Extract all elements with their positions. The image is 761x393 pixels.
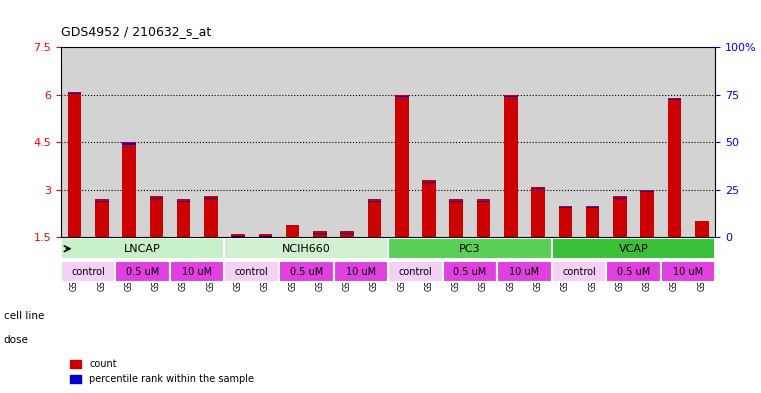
Bar <box>476 199 490 237</box>
Bar <box>259 234 272 237</box>
Bar <box>422 180 436 237</box>
Text: 10 uM: 10 uM <box>673 266 703 277</box>
Text: control: control <box>72 266 105 277</box>
Bar <box>613 196 627 237</box>
Bar <box>149 196 163 237</box>
Bar <box>286 225 300 237</box>
Bar <box>204 196 218 237</box>
Bar <box>177 201 190 202</box>
Bar <box>640 190 654 237</box>
FancyBboxPatch shape <box>170 261 224 282</box>
FancyBboxPatch shape <box>552 239 715 259</box>
Bar <box>476 201 490 202</box>
Bar <box>313 231 326 237</box>
FancyBboxPatch shape <box>61 261 116 282</box>
FancyBboxPatch shape <box>116 261 170 282</box>
Bar <box>177 199 190 237</box>
Bar <box>368 199 381 237</box>
FancyBboxPatch shape <box>607 261 661 282</box>
FancyBboxPatch shape <box>279 261 333 282</box>
Text: 0.5 uM: 0.5 uM <box>290 266 323 277</box>
Bar <box>531 188 545 189</box>
Text: PC3: PC3 <box>459 244 481 254</box>
Text: cell line: cell line <box>4 311 44 321</box>
Text: LNCAP: LNCAP <box>124 244 161 254</box>
FancyBboxPatch shape <box>497 261 552 282</box>
Text: 0.5 uM: 0.5 uM <box>617 266 650 277</box>
FancyBboxPatch shape <box>333 261 388 282</box>
Text: 0.5 uM: 0.5 uM <box>126 266 159 277</box>
Text: dose: dose <box>4 335 29 345</box>
Text: VCAP: VCAP <box>619 244 648 254</box>
Text: 0.5 uM: 0.5 uM <box>454 266 486 277</box>
Bar <box>667 99 681 100</box>
Text: 10 uM: 10 uM <box>182 266 212 277</box>
Bar <box>450 199 463 237</box>
Legend: count, percentile rank within the sample: count, percentile rank within the sample <box>65 356 258 388</box>
Text: GDS4952 / 210632_s_at: GDS4952 / 210632_s_at <box>61 26 211 39</box>
Bar <box>667 98 681 237</box>
FancyBboxPatch shape <box>661 261 715 282</box>
Text: control: control <box>399 266 432 277</box>
Text: 10 uM: 10 uM <box>509 266 540 277</box>
Bar <box>68 92 81 237</box>
FancyBboxPatch shape <box>224 239 388 259</box>
Bar <box>395 95 409 237</box>
FancyBboxPatch shape <box>224 261 279 282</box>
FancyBboxPatch shape <box>552 261 607 282</box>
Bar <box>231 234 245 237</box>
Bar <box>531 187 545 237</box>
Bar <box>695 222 708 237</box>
FancyBboxPatch shape <box>388 239 552 259</box>
Bar <box>422 182 436 183</box>
Text: control: control <box>562 266 596 277</box>
Text: control: control <box>235 266 269 277</box>
Bar <box>68 93 81 94</box>
Bar <box>586 206 600 237</box>
Text: NCIH660: NCIH660 <box>282 244 331 254</box>
Bar <box>395 96 409 97</box>
Bar <box>504 95 517 237</box>
Bar <box>640 191 654 192</box>
Bar <box>95 201 109 202</box>
FancyBboxPatch shape <box>443 261 497 282</box>
Bar <box>95 199 109 237</box>
Bar <box>123 143 136 145</box>
FancyBboxPatch shape <box>388 261 443 282</box>
FancyBboxPatch shape <box>61 239 224 259</box>
Bar <box>123 142 136 237</box>
Bar <box>340 231 354 237</box>
Text: 10 uM: 10 uM <box>345 266 376 277</box>
Bar <box>368 201 381 202</box>
Bar <box>504 96 517 97</box>
Bar <box>450 201 463 202</box>
Bar <box>559 206 572 237</box>
